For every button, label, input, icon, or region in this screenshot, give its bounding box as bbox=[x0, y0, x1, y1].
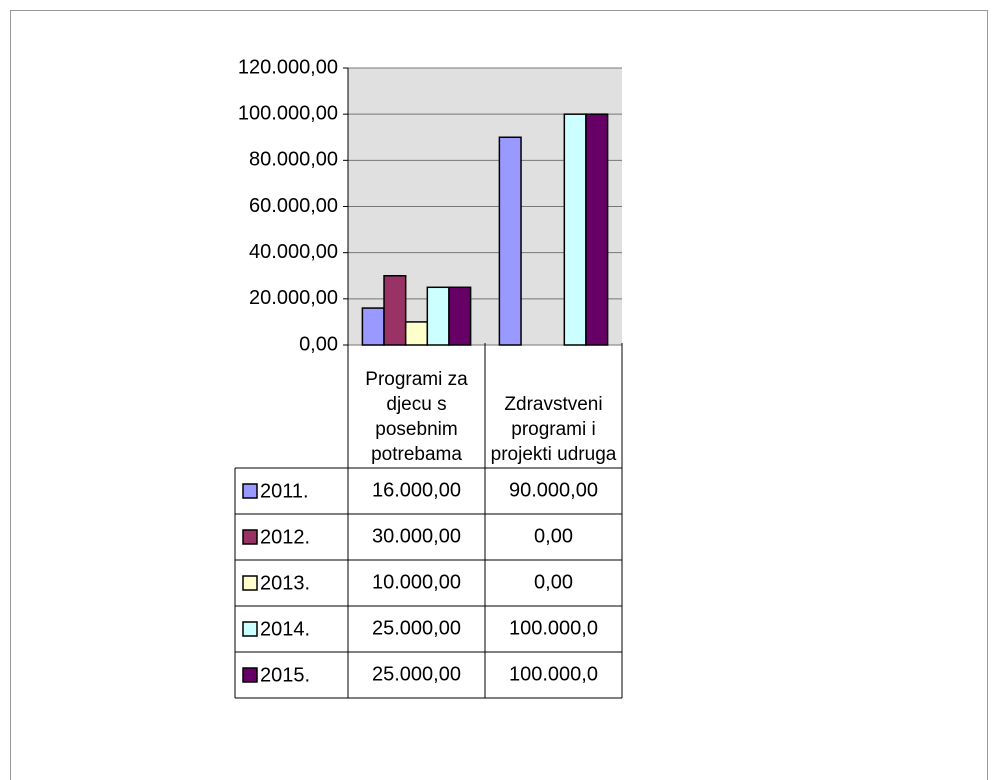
legend-label: 2013. bbox=[260, 572, 310, 594]
y-tick-label: 20.000,00 bbox=[249, 287, 338, 309]
bar bbox=[563, 113, 587, 346]
legend-label: 2011. bbox=[260, 480, 309, 502]
y-tick-label: 0,00 bbox=[299, 333, 338, 355]
legend-swatch bbox=[242, 529, 258, 545]
y-tick-label: 60.000,00 bbox=[249, 195, 338, 217]
table-value: 100.000,0 bbox=[509, 663, 598, 685]
category-label: Zdravstveni programi i projekti udruga bbox=[490, 394, 617, 465]
y-tick-label: 120.000,00 bbox=[238, 56, 338, 78]
bar bbox=[404, 321, 429, 346]
table-value: 30.000,00 bbox=[372, 525, 461, 547]
table-value: 0,00 bbox=[534, 525, 573, 547]
table-value: 25.000,00 bbox=[372, 663, 461, 685]
bar bbox=[361, 307, 385, 346]
legend-label: 2012. bbox=[260, 526, 310, 548]
bar bbox=[426, 286, 450, 346]
table-value: 10.000,00 bbox=[372, 571, 461, 593]
bar bbox=[383, 275, 407, 346]
bar bbox=[498, 136, 522, 346]
table-value: 100.000,0 bbox=[509, 617, 598, 639]
table-value: 25.000,00 bbox=[372, 617, 461, 639]
category-cell: Zdravstveni programi i projekti udruga bbox=[490, 394, 617, 465]
category-label: Programi za djecu s posebnim potrebama bbox=[365, 369, 468, 465]
legend-label: 2015. bbox=[260, 664, 310, 686]
legend-label: 2014. bbox=[260, 618, 310, 640]
legend-swatch bbox=[242, 667, 258, 683]
bar bbox=[448, 286, 472, 346]
frame bbox=[10, 10, 988, 780]
bar bbox=[585, 113, 609, 346]
legend-swatch bbox=[242, 483, 258, 499]
y-tick-label: 80.000,00 bbox=[249, 149, 338, 171]
category-cell: Programi za djecu s posebnim potrebama bbox=[365, 369, 468, 465]
table-value: 16.000,00 bbox=[372, 479, 461, 501]
table-value: 0,00 bbox=[534, 571, 573, 593]
y-tick-label: 100.000,00 bbox=[238, 102, 338, 124]
legend-swatch bbox=[242, 575, 258, 591]
y-tick-label: 40.000,00 bbox=[249, 241, 338, 263]
legend-swatch bbox=[242, 621, 258, 637]
table-value: 90.000,00 bbox=[509, 479, 598, 501]
